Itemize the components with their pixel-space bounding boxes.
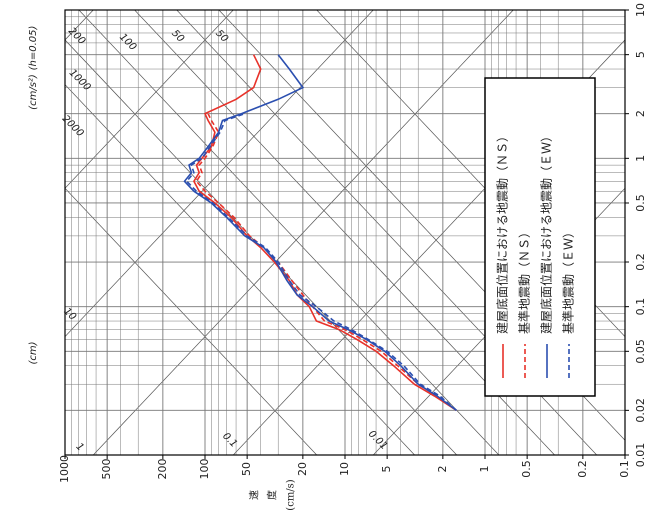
y-tick-label: 500	[100, 459, 113, 480]
y-axis-label-part: 度	[266, 490, 279, 500]
diagonal-labels: (h=0.05) (cm/s²) 200 100 50 2000 1000 50 (cm) 10 1…	[28, 26, 389, 454]
displacement-label: 0.01	[366, 429, 390, 453]
x-tick-label: 0.2	[634, 253, 647, 271]
x-tick-label: 0.02	[634, 398, 647, 423]
series-line	[183, 54, 457, 411]
acceleration-label: 50	[169, 28, 186, 45]
y-tick-label: 100	[198, 459, 211, 480]
legend-label: 建屋底面位置における地震動（ＮＳ）	[495, 130, 510, 334]
acceleration-label: 100	[117, 32, 138, 53]
y-tick-label: 0.5	[520, 460, 533, 478]
legend-label: 基準地震動（ＥＷ）	[561, 226, 576, 334]
y-tick-label: 20	[296, 462, 309, 476]
y-tick-label: 0.1	[618, 460, 631, 478]
x-tick-label: 0.05	[634, 339, 647, 364]
x-tick-label: 1	[634, 155, 647, 162]
x-tick-label: 0.5	[634, 194, 647, 212]
series-line	[192, 54, 457, 411]
y-tick-label: 1000	[58, 455, 71, 483]
legend-box	[484, 77, 596, 397]
y-tick-label: 2	[436, 466, 449, 473]
legend-label: 基準地震動（ＮＳ）	[517, 226, 532, 334]
y-tick-label: 10	[338, 462, 351, 476]
x-tick-labels: 0.01 0.02 0.05 0.1 0.2 0.5 1 2 5 10	[625, 3, 647, 467]
y-tick-label: 0.2	[576, 460, 589, 478]
x-tick-label: 5	[634, 51, 647, 58]
acceleration-label: 200	[66, 26, 87, 47]
displacement-unit-label: (cm)	[28, 341, 39, 364]
displacement-line	[65, 10, 374, 338]
y-tick-label: 1	[478, 466, 491, 473]
y-tick-labels: 0.1 0.2 0.5 1 2 5 10 20 50 100 200 500 1000	[58, 455, 631, 483]
x-tick-label: 2	[634, 110, 647, 117]
legend-label: 建屋底面位置における地震動（ＥＷ）	[539, 130, 554, 334]
y-axis-label: 速度 (cm/s)	[249, 479, 297, 510]
series-line	[185, 112, 457, 411]
y-tick-label: 5	[380, 466, 393, 473]
y-tick-label: 200	[156, 459, 169, 480]
y-axis-label-part: (cm/s)	[286, 479, 297, 510]
legend: 建屋底面位置における地震動（ＮＳ） 基準地震動（ＮＳ） 建屋底面位置における地震動（…	[484, 77, 596, 397]
acceleration-line	[65, 187, 317, 455]
acceleration-line	[65, 84, 415, 455]
acceleration-line	[78, 10, 500, 455]
series-group	[183, 54, 457, 411]
x-tick-label: 0.01	[634, 443, 647, 468]
acceleration-label: 1000	[67, 67, 93, 93]
displacement-label: 10	[61, 306, 78, 323]
displacement-label: 1	[74, 441, 86, 453]
series-line	[195, 113, 457, 411]
x-tick-label: 0.1	[634, 298, 647, 316]
acceleration-label: 50	[213, 28, 230, 45]
acceleration-unit-label: (cm/s²)	[28, 74, 39, 110]
y-axis-label-part: 速	[249, 490, 261, 500]
x-tick-label: 10	[634, 3, 647, 17]
y-tick-label: 50	[240, 462, 253, 476]
damping-label: (h=0.05)	[28, 26, 39, 71]
acceleration-label: 2000	[60, 113, 86, 139]
